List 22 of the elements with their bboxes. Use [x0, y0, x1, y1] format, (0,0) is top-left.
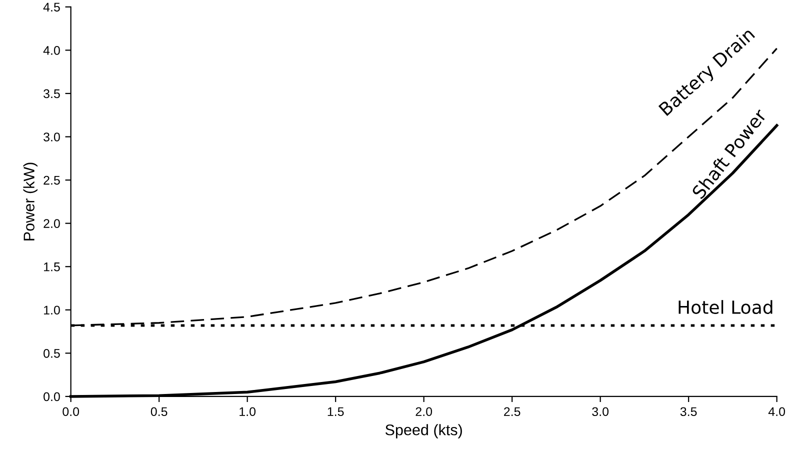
- y-tick-label: 3.5: [44, 89, 60, 98]
- x-tick-label: 1.5: [328, 407, 344, 416]
- y-tick-label: 4.0: [43, 46, 60, 55]
- x-tick-label: 3.0: [592, 407, 609, 416]
- series-label: Hotel Load: [678, 300, 772, 314]
- y-tick-label: 2.5: [44, 176, 60, 185]
- x-tick-label: 3.5: [680, 407, 697, 416]
- y-tick-label: 0.5: [44, 348, 60, 358]
- x-tick-label: 2.0: [416, 407, 432, 416]
- y-tick-label: 3.0: [44, 132, 60, 142]
- y-tick-label: 0.0: [44, 392, 60, 402]
- y-axis-title: Power (kW): [23, 162, 38, 240]
- x-axis-title: Speed (kts): [385, 424, 462, 438]
- x-tick-label: 1.0: [240, 407, 256, 416]
- y-tick-label: 4.5: [43, 2, 60, 12]
- x-tick-label: 0.0: [62, 407, 80, 416]
- x-tick-label: 0.5: [150, 407, 168, 416]
- x-tick-label: 2.5: [504, 407, 520, 416]
- x-tick-label: 4.0: [768, 407, 786, 416]
- y-tick-label: 2.0: [44, 219, 60, 228]
- y-tick-label: 1.5: [44, 262, 60, 272]
- y-tick-label: 1.0: [44, 306, 60, 315]
